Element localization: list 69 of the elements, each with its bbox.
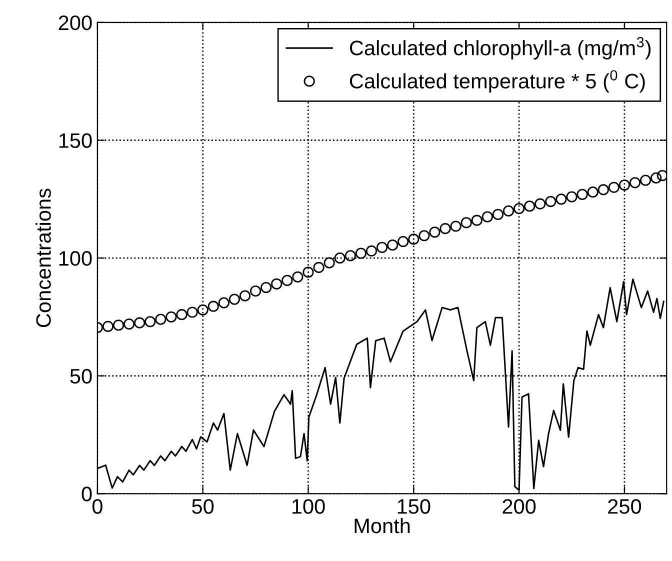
point (176, 309, 188, 320)
y-tick-label: 100 (59, 251, 92, 266)
point (197, 304, 208, 316)
point (492, 208, 504, 220)
x-tick-label: 250 (608, 499, 642, 514)
point (482, 211, 493, 222)
legend-label: Calculated temperature * 5 ($^{0}$ C) (350, 70, 645, 93)
point (144, 316, 156, 328)
point (576, 188, 588, 200)
point (502, 205, 514, 216)
point (471, 214, 482, 226)
point (408, 234, 420, 245)
point (239, 290, 251, 302)
point (418, 230, 430, 242)
point (102, 320, 114, 332)
point (534, 198, 546, 210)
point (640, 174, 652, 186)
point (387, 240, 398, 251)
point (366, 245, 378, 257)
point (398, 236, 409, 248)
point (650, 172, 662, 184)
point (112, 320, 124, 331)
point (629, 177, 641, 188)
point (566, 191, 578, 202)
point (376, 242, 388, 254)
point (344, 250, 356, 262)
point (250, 285, 262, 297)
point (134, 317, 146, 328)
x-tick-label: 50 (192, 499, 214, 514)
point (587, 186, 598, 198)
point (292, 271, 304, 282)
point (302, 266, 314, 278)
y-tick-label: 50 (70, 368, 92, 384)
point (450, 220, 462, 232)
y-tick-label: 200 (58, 15, 92, 30)
point (282, 274, 293, 286)
y-axis-title: Concentrations (36, 188, 51, 328)
point (556, 194, 567, 205)
point (440, 223, 451, 234)
point (334, 252, 346, 264)
point (260, 282, 272, 294)
point (228, 294, 240, 305)
y-tick-label: 150 (59, 133, 92, 148)
point (313, 262, 324, 274)
point (514, 203, 525, 214)
point (124, 318, 135, 330)
point (656, 170, 667, 182)
point (460, 217, 472, 228)
point (608, 182, 620, 193)
x-tick-label: 200 (502, 499, 536, 514)
point (545, 196, 556, 208)
point (218, 297, 230, 308)
point (271, 278, 282, 290)
x-tick-label: 0 (92, 499, 102, 514)
y-tick-label: 0 (82, 486, 92, 502)
point (598, 184, 609, 196)
point (429, 226, 440, 238)
point (355, 248, 367, 259)
point (155, 314, 166, 325)
x-axis-title: Month (354, 518, 410, 534)
legend-label: Calculated chlorophyll-a (mg/m$^{3}$) (350, 37, 651, 60)
x-tick-label: 150 (398, 499, 430, 514)
point (524, 200, 536, 212)
point (618, 179, 630, 191)
point (166, 311, 177, 323)
point (324, 257, 335, 268)
x-tick-label: 100 (292, 499, 325, 514)
point (208, 300, 219, 312)
point (186, 306, 198, 318)
